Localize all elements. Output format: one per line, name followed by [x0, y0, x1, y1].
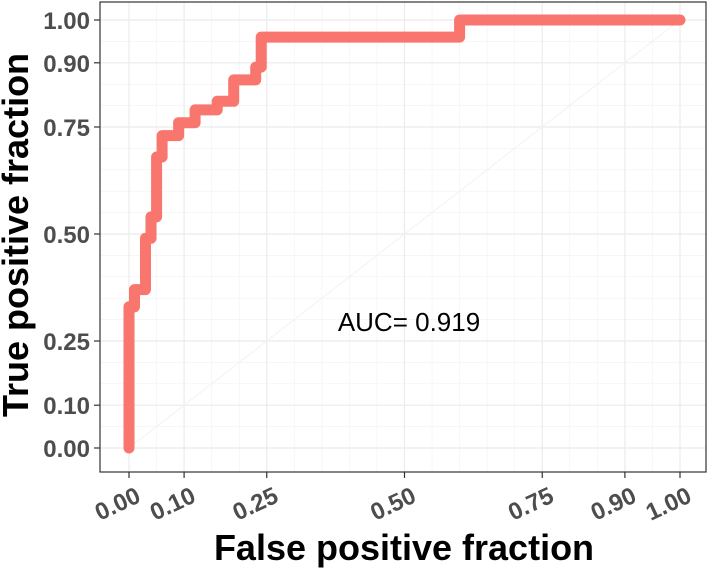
- roc-curve-line: [123, 14, 686, 454]
- grid-layer: [100, 2, 706, 472]
- y-tick-label: 0.25: [43, 329, 90, 356]
- x-tick-label: 1.00: [642, 482, 696, 526]
- y-tick-label: 1.00: [43, 8, 90, 35]
- x-tick-label: 0.75: [504, 482, 558, 526]
- roc-line-layer: [123, 14, 686, 454]
- x-tick-label: 0.90: [587, 482, 641, 526]
- auc-annotation: AUC= 0.919: [338, 307, 480, 337]
- x-tick-label: 0.00: [91, 482, 145, 526]
- x-tick-label: 0.25: [229, 482, 283, 526]
- x-tick-label: 0.50: [366, 482, 420, 526]
- panel-border: [99, 1, 707, 473]
- reference-diagonal: [128, 19, 681, 449]
- y-tick-label: 0.50: [43, 222, 90, 249]
- y-axis-title: True positive fraction: [0, 53, 36, 417]
- x-axis-title: False positive fraction: [214, 527, 594, 568]
- y-tick-label: 0.00: [43, 436, 90, 463]
- y-tick-label: 0.90: [43, 51, 90, 78]
- y-tick-label: 0.75: [43, 115, 90, 142]
- y-tick-label: 0.10: [43, 393, 90, 420]
- x-tick-label: 0.10: [146, 482, 200, 526]
